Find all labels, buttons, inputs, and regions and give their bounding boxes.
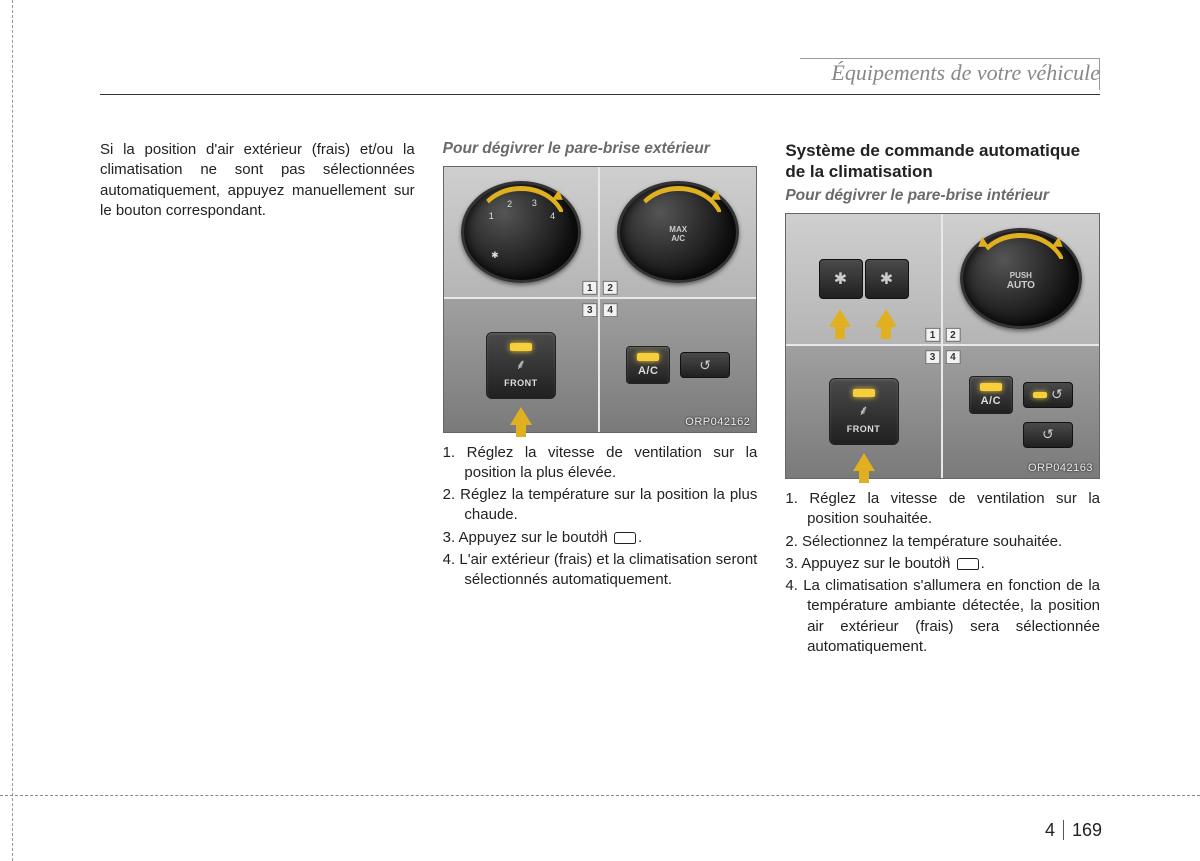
pointer-arrow-icon xyxy=(510,396,532,425)
auto-dial: PUSH AUTO xyxy=(960,228,1082,330)
figure-auto-defrost: ✱ ✱ PUSH AUTO xyxy=(785,213,1100,480)
dial-arrow-icon xyxy=(632,186,725,226)
column-2: Pour dégivrer le pare-brise extérieur 1 … xyxy=(443,140,758,659)
page-footer: 4 169 xyxy=(1045,820,1102,841)
defrost-icon: ⸙ xyxy=(516,355,527,374)
led-indicator-icon xyxy=(980,383,1002,391)
step-item: Sélectionnez la température souhaitée. xyxy=(785,532,1100,552)
dial-max-ac-label: MAX A/C xyxy=(620,225,736,243)
page-number: 169 xyxy=(1072,820,1102,840)
fan-icon: ✱ xyxy=(491,250,499,261)
defrost-inline-icon xyxy=(957,558,979,570)
temperature-dial: MAX A/C xyxy=(617,181,739,283)
quadrant-label: 4 xyxy=(603,304,618,318)
fig2-q1: ✱ ✱ xyxy=(786,214,942,346)
recirc-icon: ↺ xyxy=(1051,386,1063,403)
quadrant-label: 3 xyxy=(925,350,940,364)
quadrant-label: 2 xyxy=(945,328,960,342)
header-rule xyxy=(100,94,1100,95)
led-indicator-icon xyxy=(637,353,659,361)
intro-paragraph: Si la position d'air extérieur (frais) e… xyxy=(100,140,415,221)
col2-subtitle: Pour dégivrer le pare-brise extérieur xyxy=(443,140,758,158)
recirc-icon: ↺ xyxy=(699,357,711,374)
quadrant-label: 1 xyxy=(925,328,940,342)
pointer-arrow-icon xyxy=(853,442,875,471)
fig1-q2: MAX A/C xyxy=(600,167,756,299)
recirculation-button: ↺ xyxy=(1023,422,1073,448)
defrost-icon: ⸙ xyxy=(858,401,869,420)
ac-button: A/C xyxy=(969,376,1013,414)
led-indicator-icon xyxy=(1033,392,1047,398)
quadrant-label: 3 xyxy=(582,304,597,318)
col3-section-title: Système de commande automatique de la cl… xyxy=(785,140,1100,183)
front-defrost-button: ⸙ FRONT xyxy=(829,378,899,445)
fig1-q3: ⸙ FRONT xyxy=(444,299,600,431)
fig1-q1: 1 2 3 4 ✱ xyxy=(444,167,600,299)
quadrant-label: 4 xyxy=(945,350,960,364)
step-item: Réglez la vitesse de ventilation sur la … xyxy=(785,489,1100,530)
fan-down-button: ✱ xyxy=(819,259,863,299)
figure-manual-defrost: 1 2 3 4 ✱ MAX A/C xyxy=(443,166,758,433)
fan-speed-rocker: ✱ ✱ xyxy=(819,259,909,299)
fan-up-button: ✱ xyxy=(865,259,909,299)
figure-code: ORP042163 xyxy=(1028,462,1093,474)
quadrant-label: 1 xyxy=(582,281,597,295)
recirculation-button-lit: ↺ xyxy=(1023,382,1073,408)
pointer-arrow-icon xyxy=(875,298,897,327)
front-defrost-button: ⸙ FRONT xyxy=(486,332,556,399)
fan-icon: ✱ xyxy=(834,269,847,289)
step-item: La climatisation s'allumera en fonction … xyxy=(785,576,1100,657)
fig1-q4: A/C ↺ xyxy=(600,299,756,431)
recirc-icon: ↺ xyxy=(1042,426,1054,443)
ac-button: A/C xyxy=(626,346,670,384)
fig2-q4: A/C ↺ ↺ xyxy=(943,346,1099,478)
quadrant-label: 2 xyxy=(603,281,618,295)
col3-steps: Réglez la vitesse de ventilation sur la … xyxy=(785,489,1100,657)
chapter-number: 4 xyxy=(1045,820,1064,840)
content-columns: Si la position d'air extérieur (frais) e… xyxy=(100,140,1100,659)
defrost-inline-icon xyxy=(614,532,636,544)
led-indicator-icon xyxy=(510,343,532,351)
step-item: Appuyez sur le bouton . xyxy=(443,528,758,548)
fan-icon: ✱ xyxy=(880,269,893,289)
figure-code: ORP042162 xyxy=(685,416,750,428)
pointer-arrow-icon xyxy=(829,298,851,327)
recirculation-button: ↺ xyxy=(680,352,730,378)
dial-push-auto-label: PUSH AUTO xyxy=(963,271,1079,291)
step-item: Appuyez sur le bouton . xyxy=(785,554,1100,574)
column-1: Si la position d'air extérieur (frais) e… xyxy=(100,140,415,659)
fan-speed-dial: 1 2 3 4 ✱ xyxy=(461,181,581,283)
fig2-q2: PUSH AUTO xyxy=(943,214,1099,346)
dial-double-arrow-icon xyxy=(974,233,1067,273)
col3-subtitle: Pour dégivrer le pare-brise intérieur xyxy=(785,187,1100,205)
step-item: L'air extérieur (frais) et la climatisat… xyxy=(443,550,758,591)
step-item: Réglez la vitesse de ventilation sur la … xyxy=(443,443,758,484)
step-item: Réglez la température sur la position la… xyxy=(443,485,758,526)
page-header-title: Équipements de votre véhicule xyxy=(831,60,1100,86)
led-indicator-icon xyxy=(853,389,875,397)
col2-steps: Réglez la vitesse de ventilation sur la … xyxy=(443,443,758,591)
left-crop-guide xyxy=(12,0,13,861)
bottom-crop-guide xyxy=(0,795,1200,796)
column-3: Système de commande automatique de la cl… xyxy=(785,140,1100,659)
fig2-q3: ⸙ FRONT xyxy=(786,346,942,478)
